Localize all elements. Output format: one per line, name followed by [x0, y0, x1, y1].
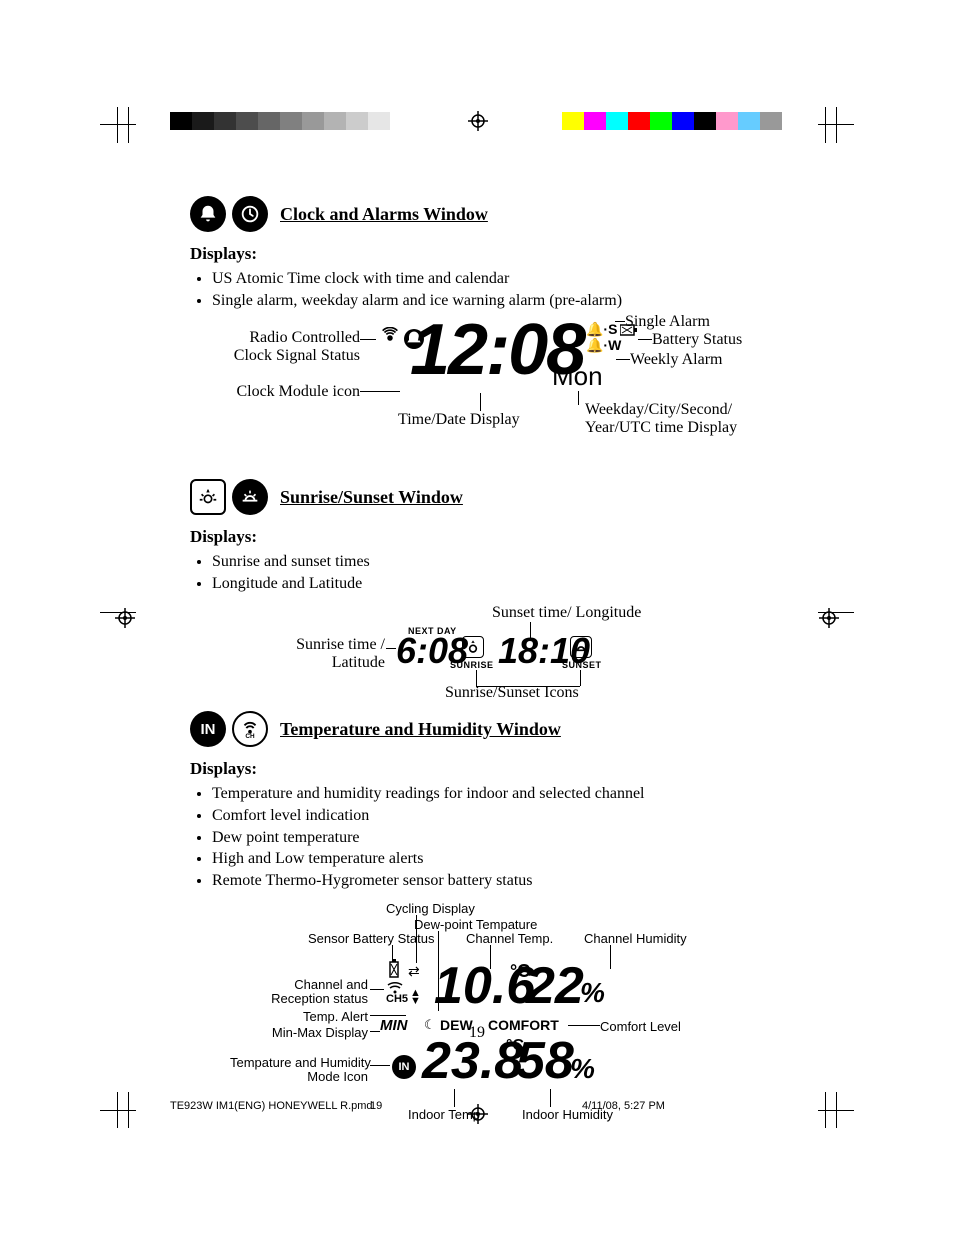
footer-page: 19: [370, 1100, 382, 1112]
cycling-icon: ⇄: [408, 963, 420, 980]
colorbar-cmyk: [540, 112, 782, 130]
registration-mark: [468, 111, 488, 131]
in-small-icon: IN: [392, 1055, 416, 1079]
footer-datetime: 4/11/08, 5:27 PM: [582, 1100, 665, 1112]
temp-bullets: Temperature and humidity readings for in…: [190, 783, 784, 891]
registration-mark: [819, 608, 839, 628]
clock-diagram: Radio Controlled Clock Signal Status Clo…: [190, 321, 784, 461]
clock-title: Clock and Alarms Window: [280, 204, 488, 225]
colorbar-grayscale: [170, 112, 412, 130]
ch5-icon: CH5 ▲ ▼: [384, 981, 414, 1006]
sunrise-small-icon: [462, 636, 484, 658]
displays-label: Displays:: [190, 759, 784, 779]
registration-mark: [115, 608, 135, 628]
sunset-icon: [232, 479, 268, 515]
temp-title: Temperature and Humidity Window: [280, 719, 561, 740]
svg-text:CH: CH: [245, 734, 255, 741]
page-number: 19: [0, 1024, 954, 1042]
in-icon: IN: [190, 711, 226, 747]
clock-bullets: US Atomic Time clock with time and calen…: [190, 268, 784, 311]
clock-section-header: Clock and Alarms Window: [190, 196, 784, 232]
channel-signal-icon: CH: [232, 711, 268, 747]
displays-label: Displays:: [190, 527, 784, 547]
weekday-display: Mon: [552, 361, 603, 392]
sun-diagram: Sunset time/ Longitude Sunrise time / La…: [190, 604, 784, 709]
sunset-small-icon: [570, 636, 592, 658]
alarm-bell-icon: [190, 196, 226, 232]
sun-bullets: Sunrise and sunset times Longitude and L…: [190, 551, 784, 594]
channel-hum: 22: [526, 956, 584, 1016]
sun-section-header: Sunrise/Sunset Window: [190, 479, 784, 515]
clock-icon: [232, 196, 268, 232]
footer-filename: TE923W IM1(ENG) HONEYWELL R.pmd: [170, 1100, 373, 1112]
displays-label: Displays:: [190, 244, 784, 264]
sun-title: Sunrise/Sunset Window: [280, 487, 463, 508]
radio-signal-icon: [376, 324, 404, 352]
sunrise-icon: [190, 479, 226, 515]
temp-section-header: IN CH Temperature and Humidity Window: [190, 711, 784, 747]
